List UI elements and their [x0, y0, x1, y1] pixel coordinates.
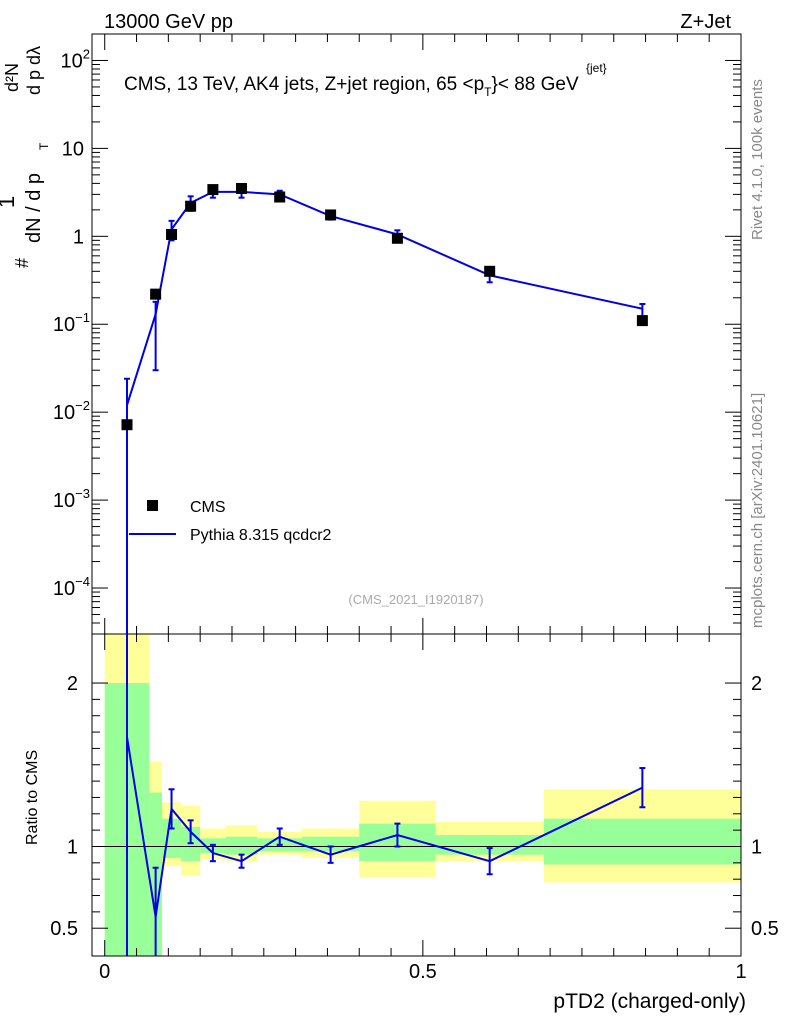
ratio-frame — [91, 633, 742, 957]
ratio-y-tick-label-right: 1 — [751, 836, 762, 858]
cms-data-point — [207, 184, 219, 196]
y-axis-title-main: 1 dN / d p d²N d p dλ T # — [0, 46, 51, 268]
uncertainty-band-inner — [225, 836, 258, 855]
cms-data-point — [236, 182, 248, 194]
plot-title: CMS, 13 TeV, AK4 jets, Z+jet region, 65 … — [124, 74, 579, 99]
y-tick-base: 10 — [53, 490, 75, 512]
uncertainty-band-inner — [543, 818, 741, 865]
uncertainty-band-inner — [161, 818, 182, 858]
cms-data-point — [150, 288, 162, 300]
y-title-denominator: d p dλ — [24, 46, 44, 95]
cms-data-point — [121, 419, 133, 431]
y-title-sub-t: T — [37, 142, 51, 150]
rivet-label: Rivet 4.1.0, 100k events — [749, 79, 766, 240]
y-tick-exponent: −2 — [75, 398, 90, 413]
y-tick-label: 10−4 — [53, 574, 90, 600]
y-tick-label: 1 — [73, 226, 84, 248]
legend-label-pythia: Pythia 8.315 qcdcr2 — [190, 527, 332, 544]
y-tick-base: 1 — [73, 226, 84, 248]
cms-data-point — [274, 191, 286, 203]
cms-data-point — [391, 232, 403, 244]
x-tick-label: 0.5 — [409, 961, 437, 983]
y-tick-label: 10−2 — [53, 398, 90, 424]
cms-data-point — [484, 265, 496, 277]
cms-data-point — [185, 200, 197, 212]
x-tick-label: 1 — [735, 961, 746, 983]
y-tick-exponent: −3 — [75, 486, 90, 501]
x-tick-label: 0 — [99, 961, 110, 983]
y-tick-base: 10 — [62, 138, 84, 160]
cms-data-point — [636, 315, 648, 327]
mcplots-label: mcplots.cern.ch [arXiv:2401.10621] — [749, 393, 766, 628]
legend: CMS Pythia 8.315 qcdcr2 — [129, 499, 332, 544]
ratio-y-tick-label: 0.5 — [50, 918, 78, 940]
legend-label-cms: CMS — [190, 499, 226, 516]
watermark: (CMS_2021_I1920187) — [348, 592, 483, 607]
y-title-numerator: d²N — [2, 63, 22, 92]
plot-title-sup: {jet} — [586, 61, 607, 75]
uncertainty-band-inner — [301, 836, 360, 852]
y-tick-base: 10 — [53, 314, 75, 336]
cms-data-point — [166, 228, 178, 240]
plot-title-end: }< 88 GeV — [492, 74, 579, 95]
ratio-y-tick-label-right: 2 — [751, 673, 762, 695]
ratio-y-title: Ratio to CMS — [24, 750, 41, 845]
main-frame — [91, 33, 742, 635]
ratio-y-tick-label: 2 — [67, 673, 78, 695]
ratio-plot-panel: 0.5 0.51 12 20 0.5 1 — [50, 633, 779, 983]
y-tick-exponent: −1 — [75, 310, 90, 325]
y-tick-label: 10−1 — [53, 310, 90, 336]
ratio-y-tick-label-right: 0.5 — [751, 918, 779, 940]
y-tick-base: 10 — [61, 50, 83, 72]
y-tick-label: 10−3 — [53, 486, 90, 512]
y-title-hash: # — [12, 258, 32, 268]
y-title-line2: dN / d p — [23, 173, 45, 243]
x-axis-title: pTD2 (charged-only) — [553, 990, 746, 1013]
y-tick-base: 10 — [53, 578, 75, 600]
header-left: 13000 GeV pp — [104, 11, 233, 33]
y-title-line1: 1 — [0, 196, 19, 208]
legend-marker-cms — [147, 500, 158, 511]
header-right: Z+Jet — [680, 11, 731, 33]
y-tick-label: 10 — [62, 138, 84, 160]
plot-title-main: CMS, 13 TeV, AK4 jets, Z+jet region, 65 … — [124, 74, 484, 95]
plot-title-sub: T — [484, 85, 492, 99]
y-tick-exponent: −4 — [75, 574, 90, 589]
y-tick-label: 102 — [61, 46, 90, 72]
y-tick-base: 10 — [53, 402, 75, 424]
pythia-line — [126, 190, 643, 406]
uncertainty-band-inner — [435, 835, 544, 855]
ratio-y-tick-label: 1 — [67, 836, 78, 858]
cms-data-point — [325, 209, 337, 221]
y-tick-exponent: 2 — [83, 46, 90, 61]
